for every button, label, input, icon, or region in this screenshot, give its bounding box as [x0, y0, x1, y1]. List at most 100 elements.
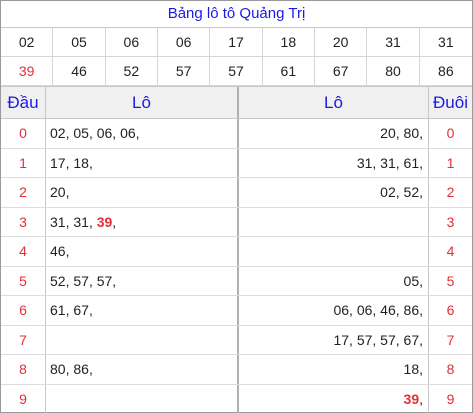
- dau-numbers: 17, 18,: [45, 148, 237, 177]
- loto-number: 52: [50, 272, 66, 289]
- duoi-digit: 5: [428, 266, 472, 295]
- dau-digit: 9: [19, 390, 27, 407]
- dau-numbers: 80, 86,: [45, 355, 237, 384]
- loto-number: 57: [73, 272, 89, 289]
- table-row: 7 17, 57, 57, 67, 7: [1, 325, 472, 355]
- loto-number: 20: [50, 184, 66, 200]
- duoi-numbers: 17, 57, 57, 67,: [237, 325, 428, 354]
- result-number: 61: [262, 57, 315, 86]
- header-dau: Đầu: [7, 93, 39, 112]
- dau-digit: 8: [19, 361, 27, 377]
- loto-number: 57: [380, 331, 396, 348]
- table-row: 0 02, 05, 06, 06, 20, 80, 0: [1, 119, 472, 149]
- loto-number: 67: [403, 331, 420, 348]
- loto-number: 31: [380, 154, 396, 171]
- duoi-digit: 4: [428, 237, 472, 266]
- loto-number: 39: [403, 390, 420, 407]
- duoi-digit: 1: [428, 148, 472, 177]
- dau-digit: 4: [19, 243, 27, 259]
- result-number: 05: [53, 28, 106, 57]
- table-row: 5 52, 57, 57, 05, 5: [1, 266, 472, 296]
- result-number: 67: [314, 57, 368, 86]
- loto-number: 46: [380, 302, 396, 318]
- loto-number: 61: [50, 302, 66, 318]
- loto-number: 05: [403, 272, 420, 289]
- loto-number: 06: [96, 125, 113, 141]
- loto-number: 86: [403, 302, 420, 318]
- result-number: 31: [419, 28, 472, 57]
- dau-digit: 6: [19, 302, 27, 318]
- loto-number: 80: [50, 361, 66, 377]
- duoi-digit: 2: [428, 178, 472, 207]
- loto-number: 39: [96, 213, 113, 230]
- duoi-digit: 9: [428, 384, 472, 413]
- loto-number: 57: [96, 272, 113, 289]
- duoi-digit: 7: [428, 325, 472, 354]
- table-row: 3 31, 31, 39, 3: [1, 207, 472, 237]
- duoi-numbers: [237, 237, 428, 266]
- loto-number: 86: [73, 361, 89, 377]
- loto-number: 17: [333, 331, 350, 348]
- result-number: 06: [157, 28, 211, 57]
- duoi-numbers: 18,: [237, 355, 428, 384]
- result-number: 02: [1, 28, 54, 57]
- result-numbers-grid: 02 05 06 06 17 18 20 31 31 39 46 52 57 57 61 67 80 86: [1, 28, 472, 86]
- loto-number: 18: [73, 154, 89, 171]
- dau-numbers: 31, 31, 39,: [45, 207, 237, 236]
- dau-digit: 7: [19, 331, 27, 348]
- result-number: 52: [105, 57, 158, 86]
- duoi-digit: 8: [428, 355, 472, 384]
- table-title: Bảng lô tô Quảng Trị: [1, 1, 472, 28]
- loto-rows: 0 02, 05, 06, 06, 20, 80, 0 1 17, 18, 31, 3…: [1, 119, 472, 413]
- loto-number: 31: [356, 154, 373, 171]
- loto-number: 52: [403, 184, 420, 200]
- dau-numbers: 46,: [45, 237, 237, 266]
- loto-number: 80: [403, 125, 420, 141]
- table-row: 2 20, 02, 52, 2: [1, 178, 472, 208]
- dau-digit: 1: [19, 154, 27, 171]
- result-number: 46: [53, 57, 106, 86]
- loto-number: 05: [73, 125, 89, 141]
- duoi-numbers: [237, 207, 428, 236]
- loto-number: 17: [50, 154, 66, 171]
- dau-numbers: 52, 57, 57,: [45, 266, 237, 295]
- dau-numbers: 61, 67,: [45, 296, 237, 325]
- duoi-numbers: 39,: [237, 384, 428, 413]
- dau-numbers: 02, 05, 06, 06,: [45, 119, 237, 148]
- dau-digit: 2: [19, 184, 27, 200]
- loto-number: 02: [50, 125, 66, 141]
- header-lo-right: Lô: [237, 87, 428, 118]
- header-duoi: Đuôi: [428, 87, 472, 118]
- duoi-numbers: 02, 52,: [237, 178, 428, 207]
- result-number: 06: [105, 28, 158, 57]
- result-number: 31: [367, 28, 420, 57]
- result-number: 80: [367, 57, 420, 86]
- result-number: 18: [262, 28, 315, 57]
- table-row: 6 61, 67, 06, 06, 46, 86, 6: [1, 296, 472, 326]
- dau-numbers: [45, 384, 237, 413]
- dau-numbers: 20,: [45, 178, 237, 207]
- loto-number: 06: [333, 302, 350, 318]
- table-row: 8 80, 86, 18, 8: [1, 355, 472, 385]
- loto-number: 31: [50, 213, 66, 230]
- loto-number: 67: [73, 302, 89, 318]
- loto-number: 57: [356, 331, 373, 348]
- duoi-numbers: 06, 06, 46, 86,: [237, 296, 428, 325]
- loto-number: 61: [403, 154, 420, 171]
- table-row: 1 17, 18, 31, 31, 61, 1: [1, 148, 472, 178]
- duoi-numbers: 31, 31, 61,: [237, 148, 428, 177]
- duoi-digit: 3: [428, 207, 472, 236]
- dau-digit: 0: [19, 125, 27, 141]
- result-number: 17: [210, 28, 263, 57]
- table-row: 4 46, 4: [1, 237, 472, 267]
- loto-number: 18: [403, 361, 420, 377]
- result-number: 20: [314, 28, 368, 57]
- loto-number: 20: [380, 125, 396, 141]
- result-number: 39: [1, 57, 54, 86]
- dau-digit: 5: [19, 272, 27, 289]
- dau-numbers: [45, 325, 237, 354]
- duoi-digit: 6: [428, 296, 472, 325]
- table-header: Đầu Lô Lô Đuôi: [1, 86, 472, 119]
- result-number: 86: [419, 57, 472, 86]
